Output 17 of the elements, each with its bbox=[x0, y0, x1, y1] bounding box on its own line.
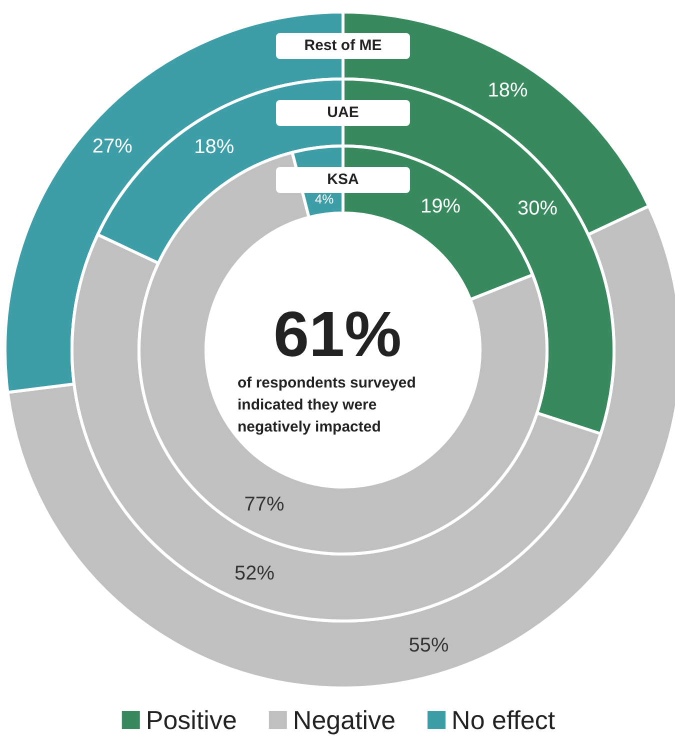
data-label: 19% bbox=[420, 196, 461, 218]
text: 61% bbox=[273, 298, 402, 370]
slice-label: Rest of ME bbox=[276, 32, 410, 58]
data-label: 77% bbox=[244, 494, 284, 516]
legend-label: Negative bbox=[292, 705, 396, 735]
slice-label: KSA bbox=[276, 166, 410, 192]
legend-label: Positive bbox=[146, 705, 237, 735]
data-label: 55% bbox=[408, 634, 450, 656]
data-label: 30% bbox=[518, 198, 558, 220]
data-label: 18% bbox=[488, 79, 528, 102]
data-label: 4% bbox=[314, 191, 334, 206]
data-label: 18% bbox=[194, 136, 234, 158]
data-label: 27% bbox=[92, 136, 133, 158]
text: of respondents surveyed indicated they were negatively impacted bbox=[238, 374, 420, 436]
data-label: 52% bbox=[234, 562, 275, 585]
legend-label: No effect bbox=[452, 705, 556, 735]
slice-label: UAE bbox=[276, 100, 410, 126]
